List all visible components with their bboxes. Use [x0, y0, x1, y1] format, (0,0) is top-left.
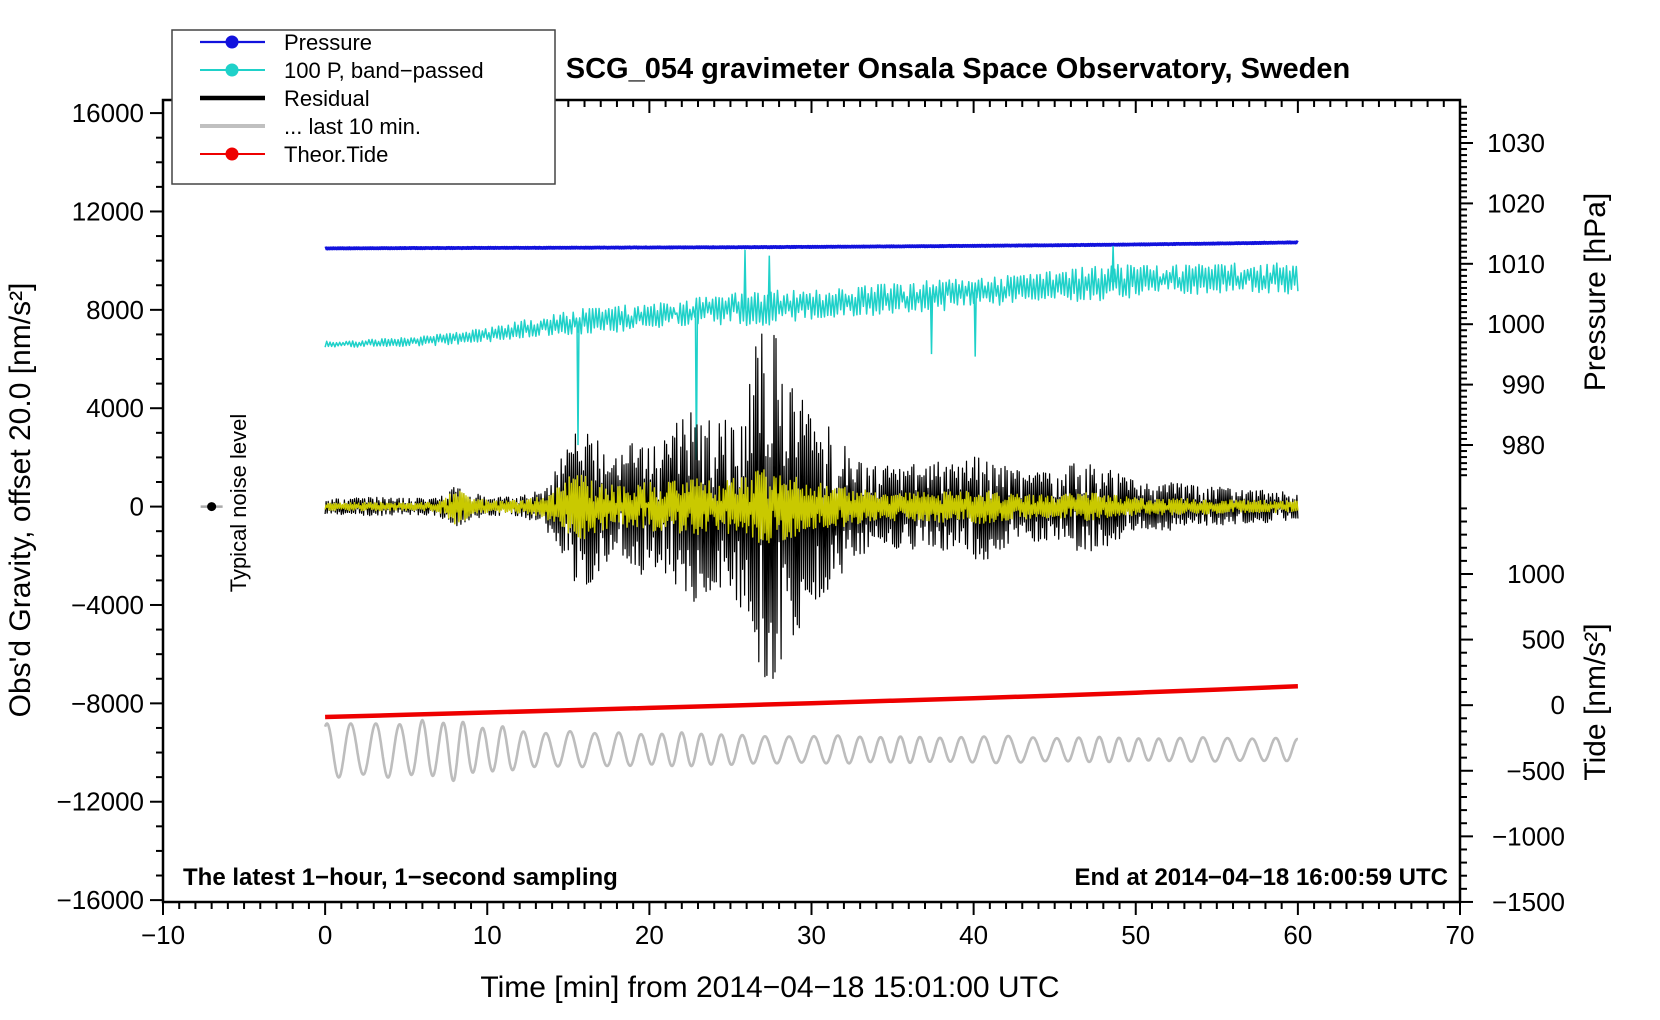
last-10-min-curve	[323, 718, 1299, 783]
gravity-axis-label: Obs'd Gravity, offset 20.0 [nm/s²]	[4, 283, 37, 718]
legend-item-3: Residual	[200, 86, 370, 111]
noise-level-marker	[200, 502, 223, 512]
legend-item-label: 100 P, band−passed	[284, 58, 484, 83]
legend-item-label: Residual	[284, 86, 370, 111]
legend-item-label: Pressure	[284, 30, 372, 55]
tick-label: −1000	[1492, 821, 1565, 851]
sampling-note: The latest 1−hour, 1−second sampling	[183, 864, 618, 891]
legend-item-label: Theor.Tide	[284, 142, 388, 167]
legend-item-4: ... last 10 min.	[200, 114, 421, 139]
tick-label: 500	[1522, 625, 1565, 655]
data-series	[323, 240, 1299, 783]
tick-label: 4000	[86, 393, 144, 423]
legend-marker-dot	[225, 35, 239, 49]
tick-label: −8000	[71, 688, 144, 718]
tick-label: 1010	[1487, 249, 1545, 279]
tick-label: −1500	[1492, 887, 1565, 917]
end-time-note: End at 2014−04−18 16:00:59 UTC	[1074, 864, 1448, 891]
legend: Pressure 100 P, band−passed Residual ... la…	[171, 29, 556, 185]
tick-label: −500	[1506, 756, 1565, 786]
tick-label: 0	[318, 920, 332, 950]
tick-label: −12000	[57, 787, 144, 817]
pressure-axis-label: Pressure [hPa]	[1579, 193, 1612, 391]
tick-label: 20	[635, 920, 664, 950]
tick-label: 0	[1551, 690, 1565, 720]
noise-level-label: Typical noise level	[226, 414, 251, 593]
legend-marker-dot	[225, 147, 239, 161]
legend-item-1: Pressure	[200, 30, 372, 55]
band-passed-pressure-curve-spike	[973, 292, 977, 357]
tick-label: −4000	[71, 590, 144, 620]
pressure-curve	[324, 240, 1299, 251]
tick-label: 8000	[86, 295, 144, 325]
x-axis-label: Time [min] from 2014−04−18 15:01:00 UTC	[480, 971, 1059, 1004]
band-passed-pressure-curve	[324, 262, 1299, 348]
band-passed-pressure-curve-spike	[1111, 245, 1115, 283]
noise-dot	[207, 502, 217, 512]
band-passed-pressure-curve-spike	[743, 249, 747, 309]
legend-item-label: ... last 10 min.	[284, 114, 421, 139]
tick-label: 40	[959, 920, 988, 950]
tick-label: 1000	[1507, 559, 1565, 589]
tick-label: 16000	[72, 98, 144, 128]
tick-label: 990	[1502, 370, 1545, 400]
tick-label: −10	[141, 920, 185, 950]
band-passed-pressure-curve-spike	[929, 295, 934, 355]
tick-label: 70	[1446, 920, 1475, 950]
tick-label: −16000	[57, 885, 144, 915]
theor-tide-curve	[325, 683, 1298, 720]
legend-item-5: Theor.Tide	[200, 142, 388, 167]
band-passed-pressure-curve-spike	[576, 321, 580, 446]
tick-label: 30	[797, 920, 826, 950]
chart-title: SCG_054 gravimeter Onsala Space Observat…	[566, 53, 1350, 85]
band-passed-pressure-curve-spike	[767, 255, 772, 307]
tick-label: 1020	[1487, 188, 1545, 218]
tick-label: 1000	[1487, 309, 1545, 339]
residual-band-curve	[324, 469, 1299, 544]
tick-label: 10	[473, 920, 502, 950]
tick-label: 0	[130, 492, 144, 522]
legend-item-2: 100 P, band−passed	[200, 58, 484, 83]
tick-label: 12000	[72, 196, 144, 226]
tick-label: 980	[1502, 430, 1545, 460]
legend-marker-dot	[225, 63, 239, 77]
axis-ticks: −10 0 10 20 30 40 50 60 701600012000800040000−40…	[57, 98, 1565, 950]
tick-label: 50	[1121, 920, 1150, 950]
tide-axis-label: Tide [nm/s²]	[1579, 623, 1612, 780]
tick-label: 60	[1283, 920, 1312, 950]
tick-label: 1030	[1487, 128, 1545, 158]
